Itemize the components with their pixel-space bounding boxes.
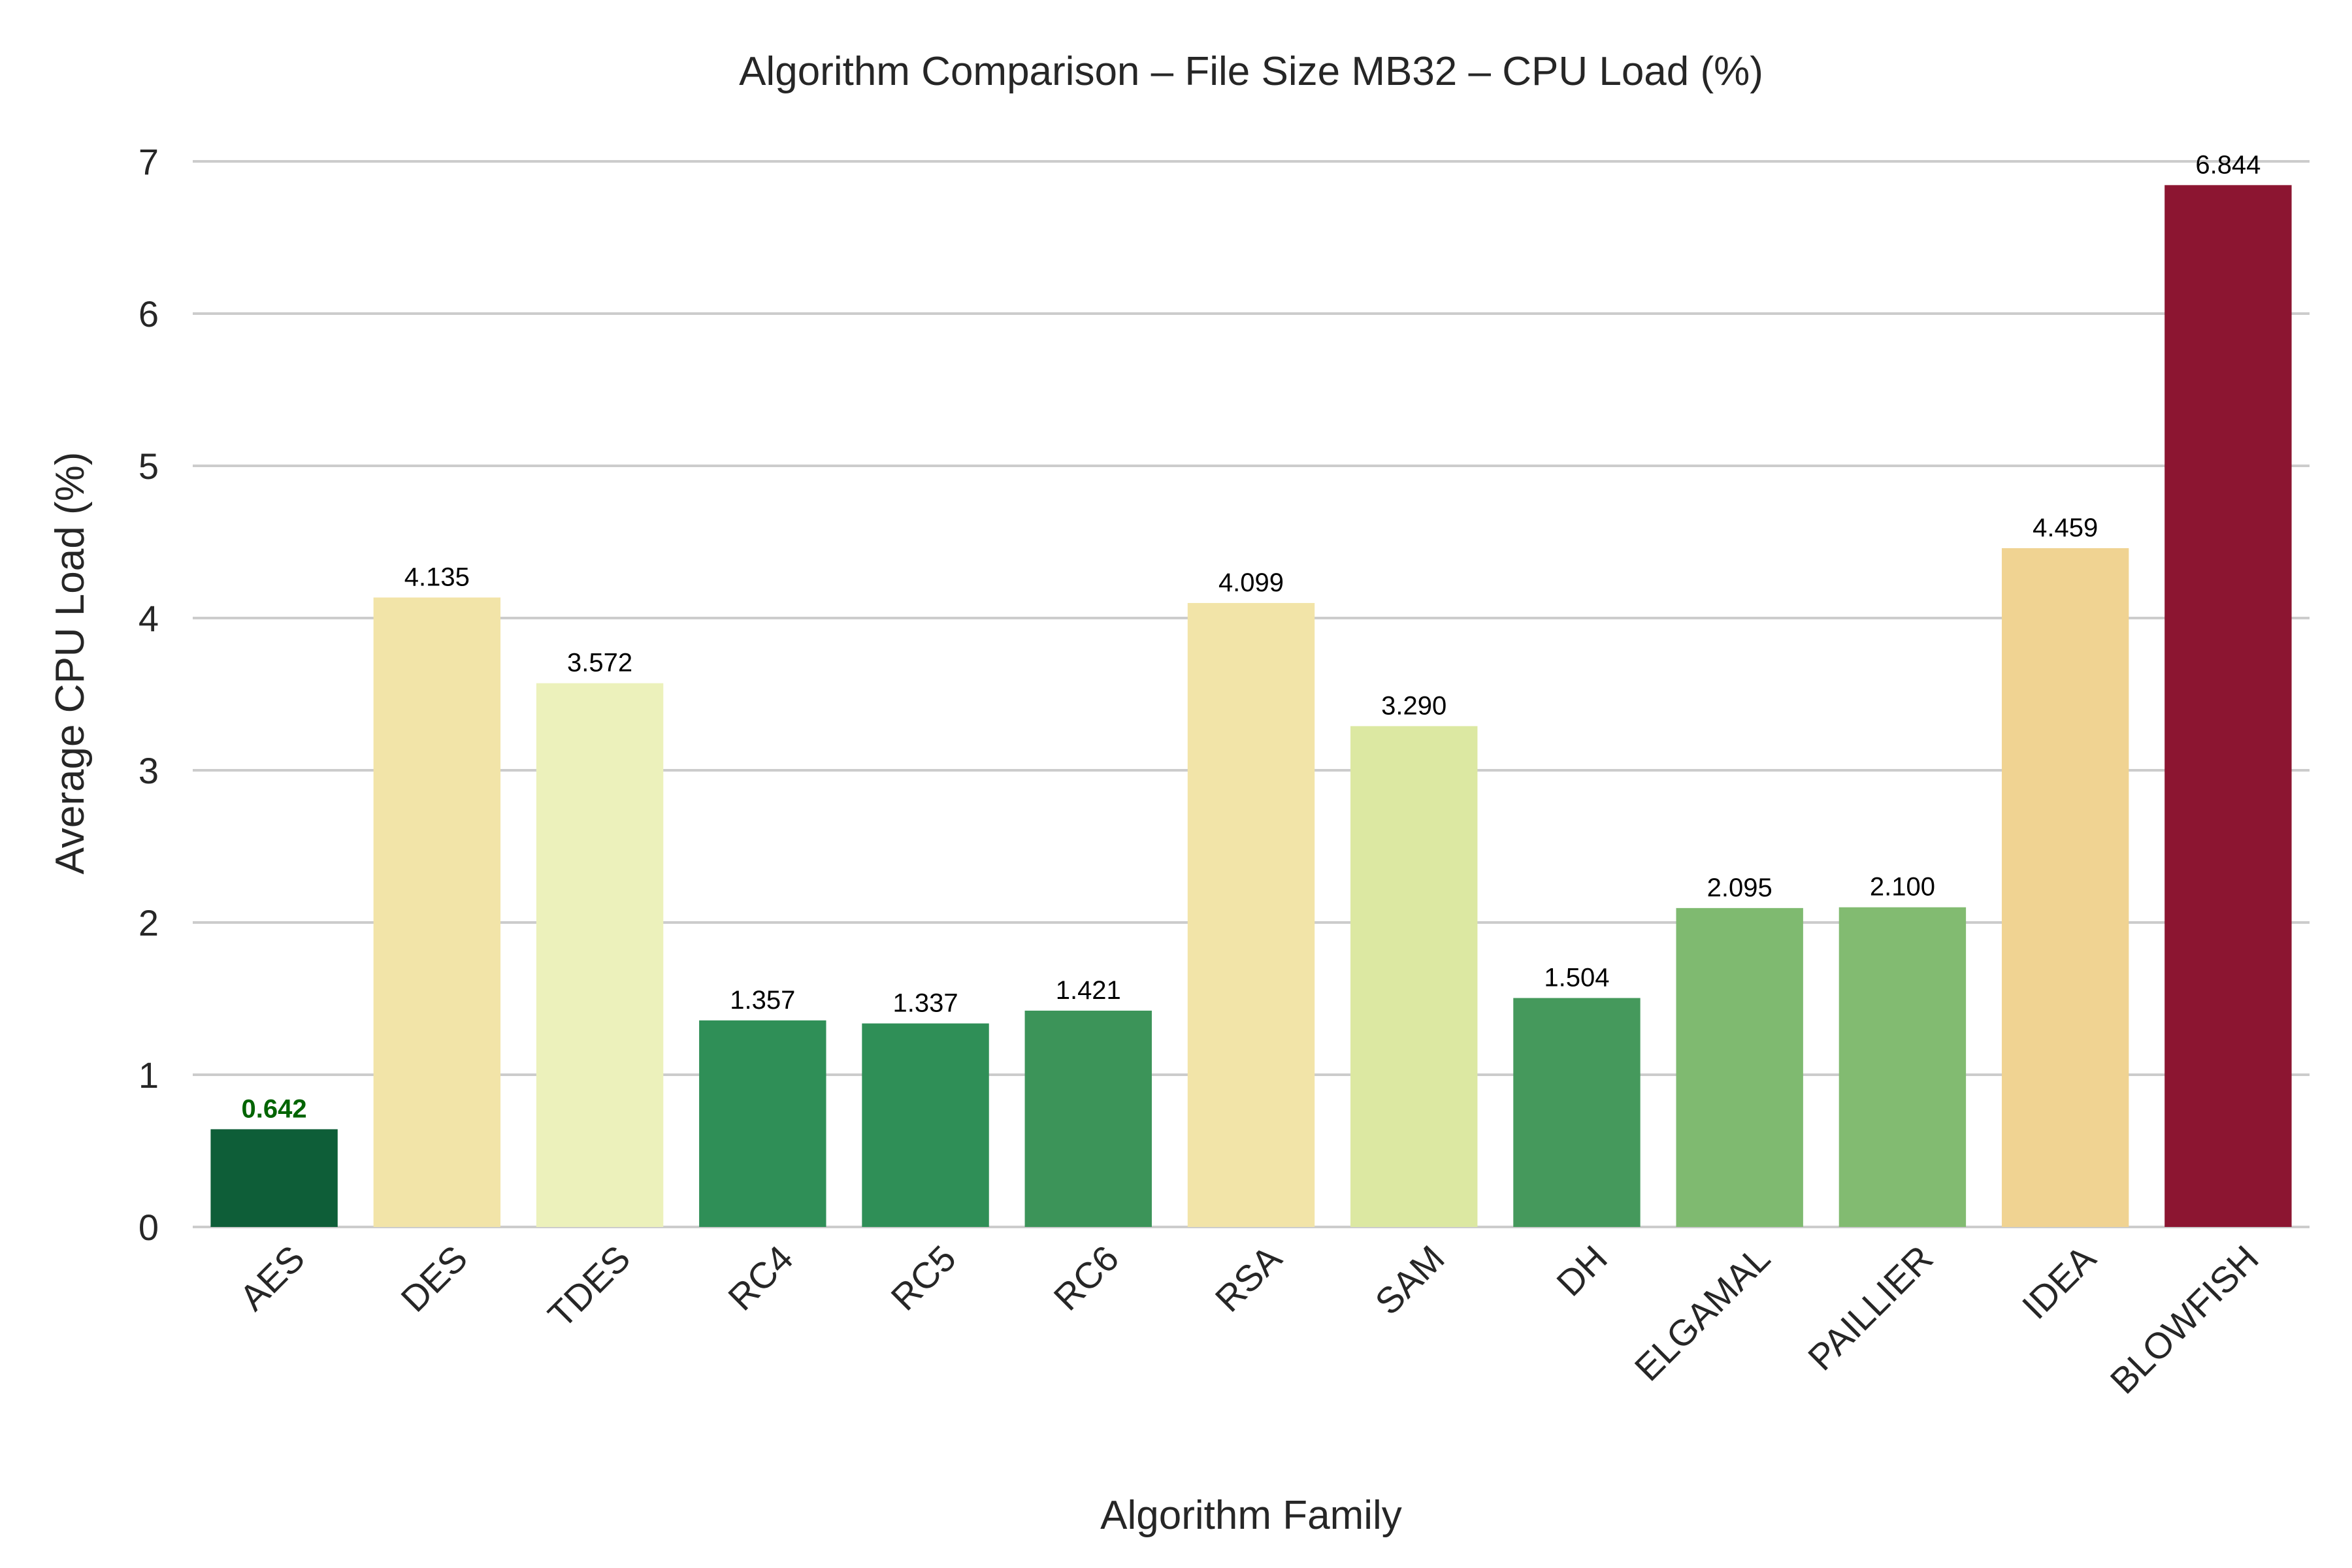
bar-idea <box>2001 548 2129 1227</box>
x-tick-label: BLOWFISH <box>2102 1237 2266 1401</box>
data-label-tdes: 3.572 <box>567 649 632 678</box>
x-tick-label: ELGAMAL <box>1627 1237 1778 1389</box>
bar-aes <box>210 1129 338 1227</box>
bar-des <box>373 597 501 1227</box>
y-axis-ticks: 0 1 2 3 4 5 6 7 <box>139 141 159 1248</box>
x-axis-ticks: AES DES TDES RC4 RC5 RC6 RSA SAM DH ELGAMAL PAILLI… <box>231 1237 2266 1401</box>
bar-sam <box>1350 726 1478 1227</box>
bar-rc5 <box>862 1023 989 1227</box>
y-axis-label: Average CPU Load (%) <box>48 452 93 875</box>
bar-dh <box>1513 998 1641 1227</box>
data-label-rc4: 1.357 <box>730 986 795 1015</box>
x-tick-label: SAM <box>1367 1237 1452 1322</box>
data-label-aes: 0.642 <box>242 1094 307 1123</box>
y-tick-label: 5 <box>139 446 159 487</box>
bar-elgamal <box>1676 907 1803 1227</box>
data-label-des: 4.135 <box>404 563 470 592</box>
y-tick-label: 2 <box>139 902 159 943</box>
bar-tdes <box>536 683 664 1227</box>
y-tick-label: 4 <box>139 598 159 639</box>
chart-title: Algorithm Comparison – File Size MB32 – … <box>739 49 1763 94</box>
y-tick-label: 6 <box>139 293 159 335</box>
bar-rsa <box>1187 602 1315 1227</box>
data-labels: 0.642 4.135 3.572 1.357 1.337 1.421 4.099 3.290… <box>242 150 2261 1123</box>
data-label-blowfish: 6.844 <box>2195 150 2261 179</box>
x-tick-label: IDEA <box>2014 1237 2104 1326</box>
y-tick-label: 7 <box>139 141 159 182</box>
data-label-elgamal: 2.095 <box>1707 874 1772 902</box>
y-tick-label: 1 <box>139 1054 159 1096</box>
y-tick-label: 0 <box>139 1207 159 1248</box>
bar-blowfish <box>2164 185 2292 1227</box>
data-label-idea: 4.459 <box>2033 514 2098 542</box>
x-tick-label: RC5 <box>883 1237 964 1318</box>
bar-rc6 <box>1024 1010 1152 1227</box>
x-tick-label: PAILLIER <box>1800 1237 1940 1378</box>
data-label-sam: 3.290 <box>1381 691 1446 720</box>
data-label-rsa: 4.099 <box>1218 568 1284 597</box>
bar-rc4 <box>699 1020 826 1227</box>
data-label-rc6: 1.421 <box>1056 976 1121 1005</box>
x-tick-label: RC6 <box>1045 1237 1126 1318</box>
bars <box>210 185 2292 1227</box>
x-tick-label: RC4 <box>720 1237 801 1318</box>
x-axis-label: Algorithm Family <box>1100 1493 1402 1538</box>
x-tick-label: AES <box>231 1237 312 1318</box>
x-tick-label: RSA <box>1207 1237 1290 1319</box>
x-tick-label: DH <box>1548 1237 1615 1304</box>
x-tick-label: TDES <box>540 1237 638 1335</box>
data-label-rc5: 1.337 <box>892 988 958 1017</box>
bar-paillier <box>1838 907 1967 1227</box>
y-tick-label: 3 <box>139 750 159 791</box>
x-tick-label: DES <box>393 1237 475 1320</box>
data-label-paillier: 2.100 <box>1870 873 1935 902</box>
data-label-dh: 1.504 <box>1544 964 1609 992</box>
